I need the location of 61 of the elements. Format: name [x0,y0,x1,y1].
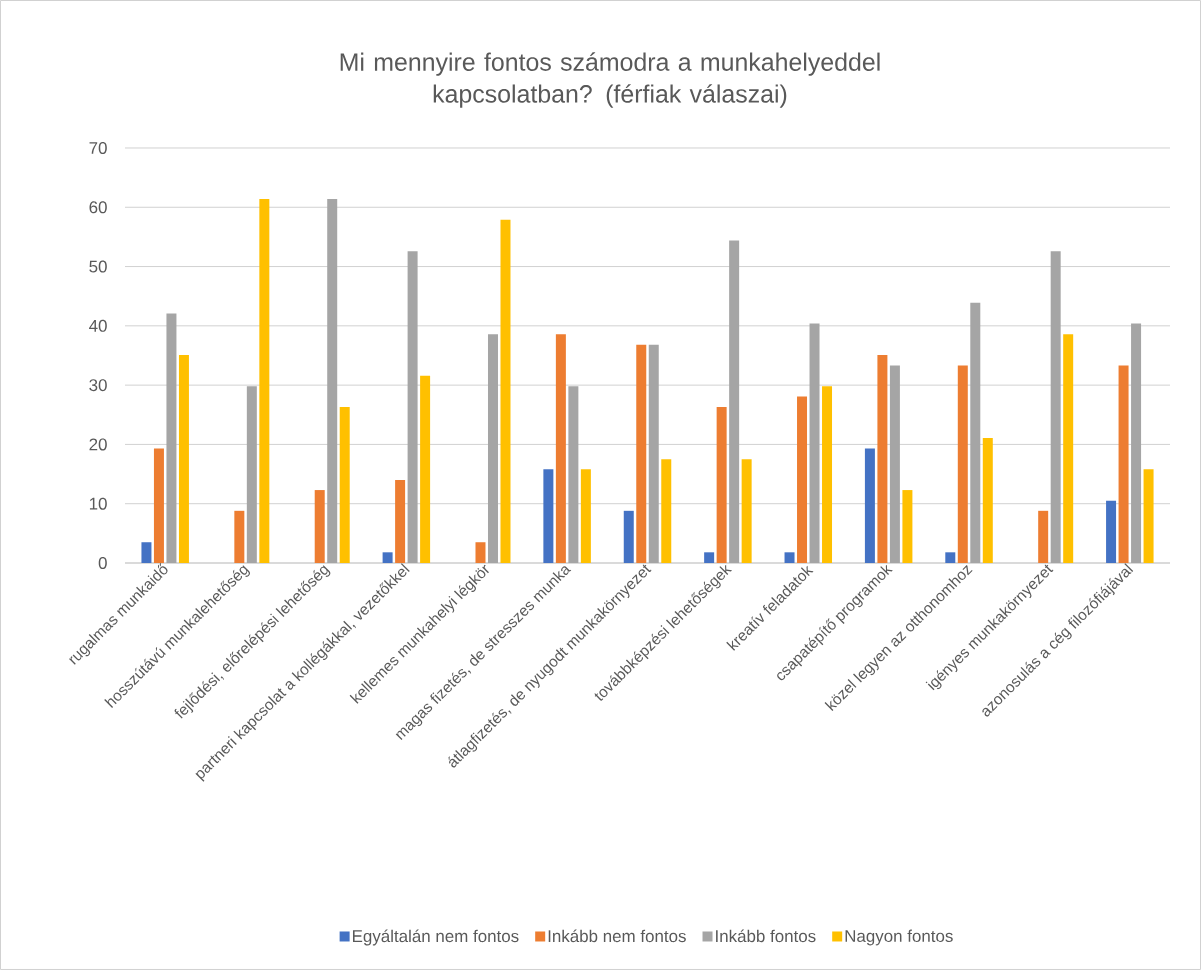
bar [1106,500,1117,563]
legend-label: Inkább nem fontos [548,929,686,943]
bar [729,240,740,563]
legend-label: Nagyon fontos [845,929,953,946]
bar [877,354,888,563]
bar [395,479,406,563]
y-tick-label: 60 [89,201,107,214]
bar [141,542,152,563]
bar [314,490,325,563]
y-tick-label: 70 [89,141,107,154]
bar [246,386,257,563]
bar [166,313,177,563]
y-tick-label: 0 [98,556,107,569]
bar [339,407,350,563]
bar [970,302,981,563]
bar [327,198,338,563]
bar [382,552,393,563]
y-tick-label: 50 [89,260,107,273]
bar [1050,251,1061,563]
bar [178,354,189,563]
y-tick-label: 40 [89,319,107,332]
bar [1118,365,1129,563]
bar [982,437,993,563]
bar [568,386,579,563]
bar [945,552,956,563]
bar [797,396,808,563]
bar [741,459,752,563]
bar [716,407,727,563]
bar [407,251,418,563]
bar [543,469,554,563]
bar [648,344,659,563]
bar [623,510,634,563]
bar [420,375,431,563]
bar [661,459,672,563]
bar [1131,323,1142,563]
chart-title: Mi mennyire fontos számodra a munkahelyeddel kapcsolatban? (férfiak válaszai) [340,52,880,108]
bar [234,510,245,563]
bar [500,219,511,563]
bar [1063,334,1074,563]
bar [580,469,591,563]
bar [889,365,900,563]
y-tick-label: 20 [89,438,107,451]
bar [636,344,647,563]
bar [487,334,498,563]
bar [902,490,913,563]
bar [1038,510,1049,563]
bar [153,448,164,563]
y-tick-label: 30 [89,379,107,392]
bar [704,552,715,563]
legend-label: Inkább fontos [716,929,816,943]
bar [475,542,486,563]
bar [809,323,820,563]
bar [259,198,270,563]
bar [555,334,566,563]
y-tick-label: 10 [89,497,107,510]
bar [864,448,875,563]
bar [957,365,968,563]
bar [822,386,833,563]
legend-label: Egyáltalán nem fontos [352,929,519,946]
bar [1143,469,1154,563]
bar [784,552,795,563]
